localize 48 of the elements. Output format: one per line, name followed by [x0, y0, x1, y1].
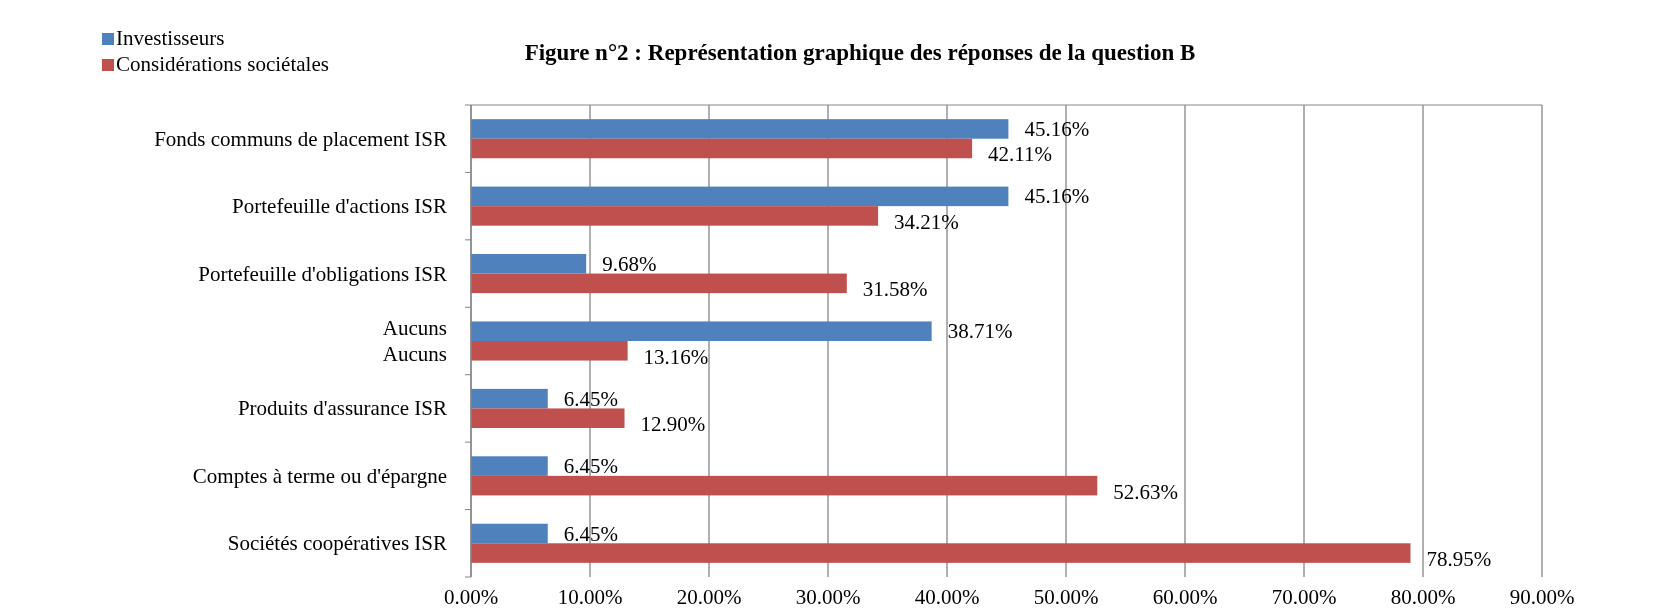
x-tick-label: 0.00%: [443, 585, 499, 609]
x-tick-label: 50.00%: [1033, 585, 1099, 609]
data-label: 6.45%: [563, 454, 619, 479]
data-label: 45.16%: [1024, 184, 1090, 209]
bar: [471, 475, 1098, 496]
data-label: 34.21%: [894, 209, 959, 234]
y-tick-label: Fonds communs de placement ISR: [154, 126, 447, 151]
chart-title: Figure n°2 : Représentation graphique des réponses de la question B: [524, 40, 1196, 65]
bar: [471, 321, 932, 341]
bar: [471, 408, 625, 428]
data-label: 6.45%: [563, 386, 619, 411]
x-tick-label: 40.00%: [914, 585, 980, 609]
y-tick-label: Produits d'assurance ISR: [237, 396, 447, 421]
data-label: 6.45%: [563, 521, 619, 546]
bar: [471, 388, 548, 409]
bar: [471, 119, 1009, 139]
data-label: 12.90%: [640, 412, 706, 437]
data-label: 78.95%: [1426, 547, 1492, 572]
data-label: 9.68%: [602, 251, 657, 276]
data-label: 13.16%: [643, 344, 709, 369]
y-tick-label: Comptes à terme ou d'épargne: [192, 463, 447, 488]
bar: [471, 254, 587, 274]
bar: [471, 341, 628, 361]
legend-label: Investisseurs: [116, 26, 225, 50]
y-tick-label: Sociétés coopératives ISR: [227, 531, 447, 556]
x-tick-label: 30.00%: [795, 585, 861, 609]
x-tick-label: 80.00%: [1390, 585, 1456, 609]
bar: [471, 206, 879, 226]
data-label: 52.63%: [1113, 479, 1179, 504]
y-tick-label: Aucuns Aucuns: [382, 316, 447, 366]
x-tick-label: 60.00%: [1152, 585, 1218, 609]
data-label: 42.11%: [988, 142, 1053, 167]
bar: [471, 273, 847, 294]
y-tick-label: Portefeuille d'obligations ISR: [198, 261, 447, 286]
legend-label: Considérations sociétales: [116, 52, 329, 76]
data-label: 45.16%: [1024, 116, 1090, 141]
x-tick-label: 20.00%: [676, 585, 742, 609]
bar: [471, 186, 1009, 207]
x-tick-label: 70.00%: [1271, 585, 1337, 609]
bar: [471, 138, 973, 159]
bar: [471, 543, 1411, 563]
data-label: 31.58%: [862, 277, 928, 302]
bar: [471, 523, 548, 544]
bar: [471, 456, 548, 476]
data-label: 38.71%: [947, 319, 1013, 344]
x-tick-label: 10.00%: [557, 585, 623, 609]
y-tick-label: Portefeuille d'actions ISR: [232, 194, 447, 219]
x-tick-label: 90.00%: [1509, 585, 1575, 609]
